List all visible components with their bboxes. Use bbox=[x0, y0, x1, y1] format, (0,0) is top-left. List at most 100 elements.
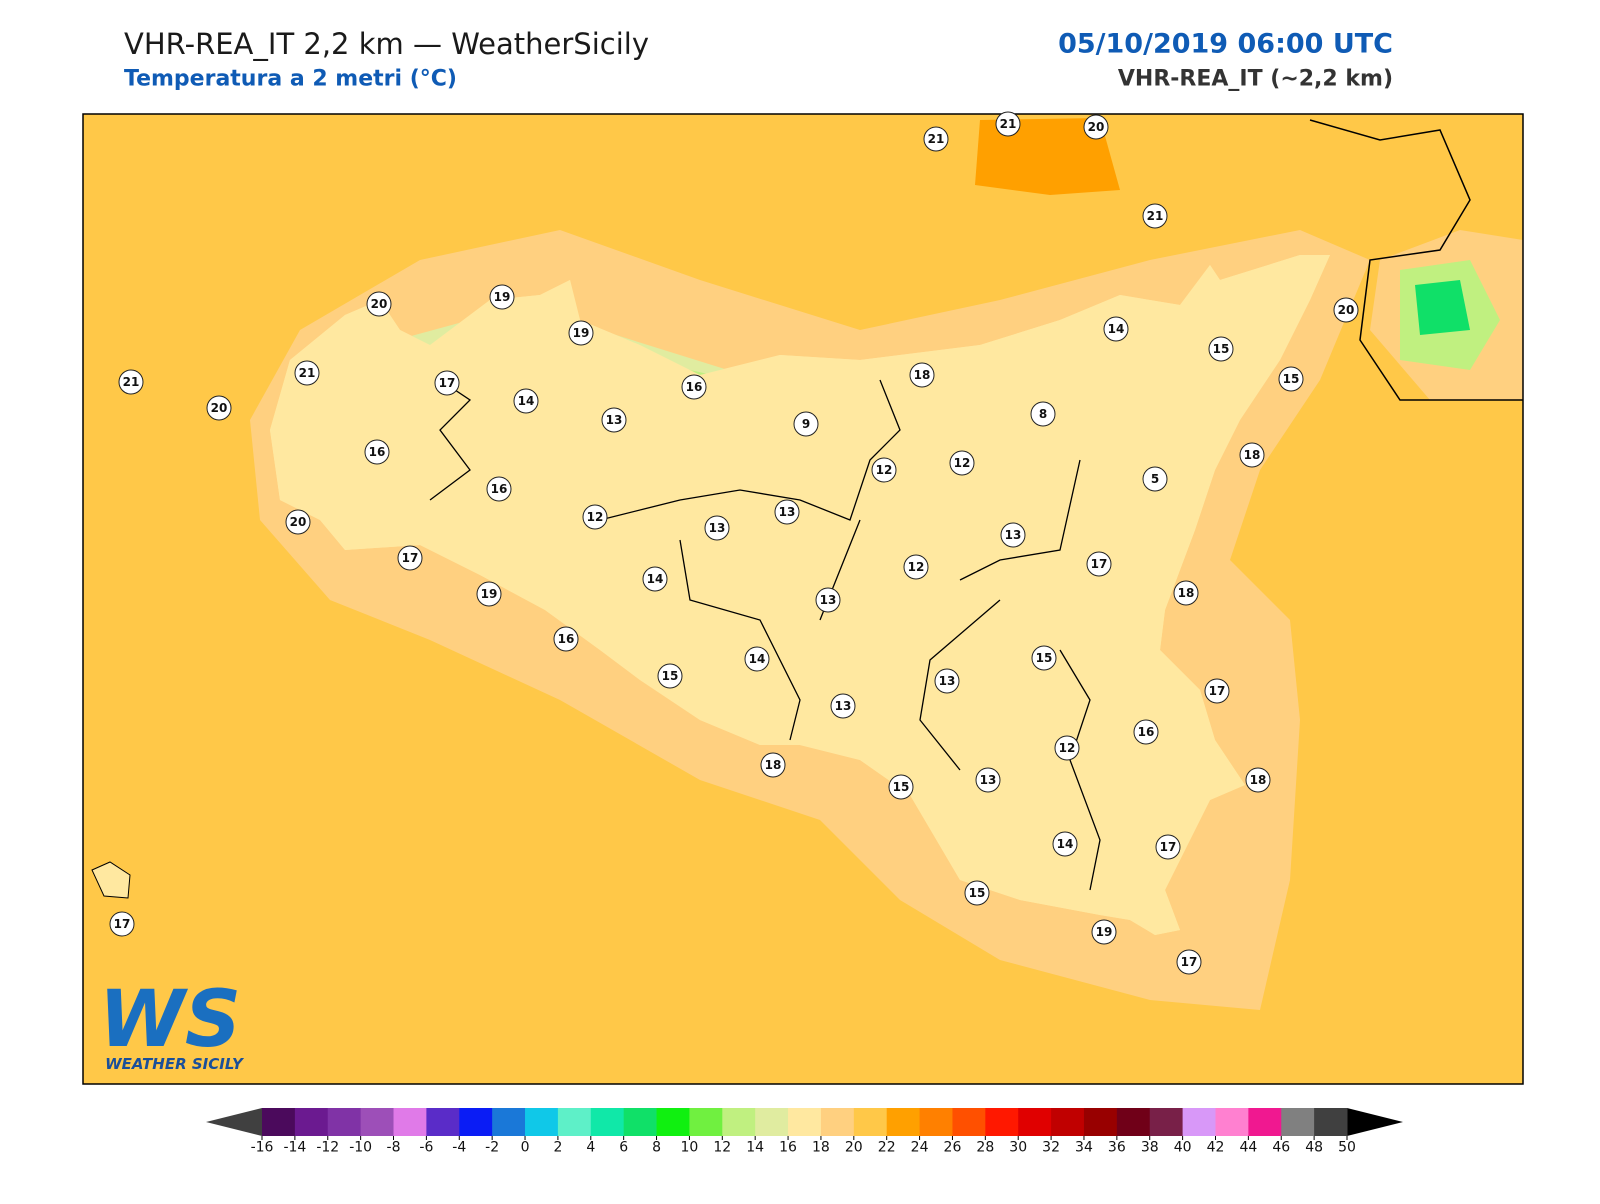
station-value: 20 bbox=[211, 401, 228, 415]
colorbar-over bbox=[1347, 1108, 1403, 1136]
station-value: 19 bbox=[494, 290, 511, 304]
station-marker bbox=[1054, 735, 1080, 761]
station: 5 bbox=[1142, 466, 1168, 492]
station-marker bbox=[294, 360, 320, 386]
station-marker bbox=[964, 880, 990, 906]
station-value: 19 bbox=[1096, 925, 1113, 939]
colorbar-tick-label: -12 bbox=[316, 1140, 339, 1156]
station-marker bbox=[704, 515, 730, 541]
colorbar-box bbox=[820, 1108, 855, 1136]
station: 18 bbox=[909, 362, 935, 388]
station-marker bbox=[513, 388, 539, 414]
colorbar-tick-label: 24 bbox=[911, 1140, 929, 1156]
station: 17 bbox=[1086, 551, 1112, 577]
station: 18 bbox=[1239, 442, 1265, 468]
station-value: 21 bbox=[1000, 117, 1017, 131]
station-value: 16 bbox=[1138, 725, 1155, 739]
station-value: 8 bbox=[1039, 407, 1047, 421]
colorbar-box bbox=[755, 1108, 789, 1136]
station-marker bbox=[553, 626, 579, 652]
station-value: 16 bbox=[369, 445, 386, 459]
station-marker bbox=[582, 504, 608, 530]
colorbar-tick-label: 4 bbox=[586, 1140, 595, 1156]
station-value: 17 bbox=[114, 917, 131, 931]
station-value: 21 bbox=[123, 375, 140, 389]
title: VHR-REA_IT 2,2 km — WeatherSicily bbox=[124, 27, 649, 61]
station: 16 bbox=[553, 626, 579, 652]
station-value: 15 bbox=[1213, 342, 1230, 356]
station-marker bbox=[1173, 580, 1199, 606]
colorbar-box bbox=[788, 1108, 822, 1136]
station-marker bbox=[774, 499, 800, 525]
station: 15 bbox=[1031, 645, 1057, 671]
station: 16 bbox=[486, 476, 512, 502]
station-value: 15 bbox=[1283, 372, 1300, 386]
colorbar-tick-label: 38 bbox=[1141, 1140, 1159, 1156]
colorbar-box bbox=[1182, 1108, 1216, 1136]
station-marker bbox=[1239, 442, 1265, 468]
colorbar-box bbox=[689, 1108, 723, 1136]
station-marker bbox=[1086, 551, 1112, 577]
station-marker bbox=[815, 587, 841, 613]
colorbar-tick-label: -8 bbox=[387, 1140, 401, 1156]
station-value: 16 bbox=[558, 632, 575, 646]
station-value: 13 bbox=[939, 674, 956, 688]
colorbar-box bbox=[853, 1108, 888, 1136]
station: 17 bbox=[1155, 834, 1181, 860]
station-marker bbox=[1133, 719, 1159, 745]
map-area bbox=[83, 114, 1523, 1084]
pantelleria bbox=[91, 861, 131, 899]
station-value: 17 bbox=[439, 376, 456, 390]
colorbar-box bbox=[1083, 1108, 1118, 1136]
colorbar-box bbox=[393, 1108, 427, 1136]
colorbar-box bbox=[294, 1108, 329, 1136]
colorbar-tick-label: 22 bbox=[878, 1140, 896, 1156]
station-marker bbox=[1278, 366, 1304, 392]
station-marker bbox=[1142, 466, 1168, 492]
station: 12 bbox=[949, 450, 975, 476]
colorbar-box bbox=[656, 1108, 690, 1136]
station: 16 bbox=[364, 439, 390, 465]
station-marker bbox=[1052, 831, 1078, 857]
station: 15 bbox=[964, 880, 990, 906]
station-marker bbox=[476, 581, 502, 607]
station-value: 14 bbox=[518, 394, 535, 408]
colorbar-box bbox=[327, 1108, 362, 1136]
station-value: 12 bbox=[587, 510, 604, 524]
station: 13 bbox=[1000, 522, 1026, 548]
station-marker bbox=[364, 439, 390, 465]
colorbar-box bbox=[952, 1108, 986, 1136]
colorbar-tick-label: 50 bbox=[1338, 1140, 1356, 1156]
station: 20 bbox=[285, 509, 311, 535]
colorbar-tick-label: 18 bbox=[812, 1140, 830, 1156]
station-marker bbox=[1091, 919, 1117, 945]
colorbar-tick-label: 2 bbox=[553, 1140, 562, 1156]
colorbar-tick-label: 20 bbox=[845, 1140, 863, 1156]
colorbar-tick-label: 0 bbox=[521, 1140, 530, 1156]
station-value: 16 bbox=[686, 380, 703, 394]
colorbar-box bbox=[590, 1108, 625, 1136]
station-value: 13 bbox=[820, 593, 837, 607]
station: 17 bbox=[109, 911, 135, 937]
station: 19 bbox=[1091, 919, 1117, 945]
station-value: 13 bbox=[606, 413, 623, 427]
station: 20 bbox=[206, 395, 232, 421]
station-value: 13 bbox=[709, 521, 726, 535]
station: 13 bbox=[830, 693, 856, 719]
station-value: 9 bbox=[802, 417, 810, 431]
colorbar-box bbox=[262, 1108, 296, 1136]
station-value: 14 bbox=[647, 572, 664, 586]
station-marker bbox=[909, 362, 935, 388]
station-marker bbox=[486, 476, 512, 502]
station-value: 15 bbox=[662, 669, 679, 683]
station-value: 17 bbox=[402, 551, 419, 565]
station-marker bbox=[118, 369, 144, 395]
colorbar-box bbox=[1116, 1108, 1151, 1136]
colorbar-tick-label: 6 bbox=[619, 1140, 628, 1156]
station-value: 13 bbox=[835, 699, 852, 713]
colorbar-box bbox=[1281, 1108, 1315, 1136]
colorbar-box bbox=[1314, 1108, 1348, 1136]
colorbar-box bbox=[623, 1108, 658, 1136]
colorbar-box bbox=[557, 1108, 592, 1136]
